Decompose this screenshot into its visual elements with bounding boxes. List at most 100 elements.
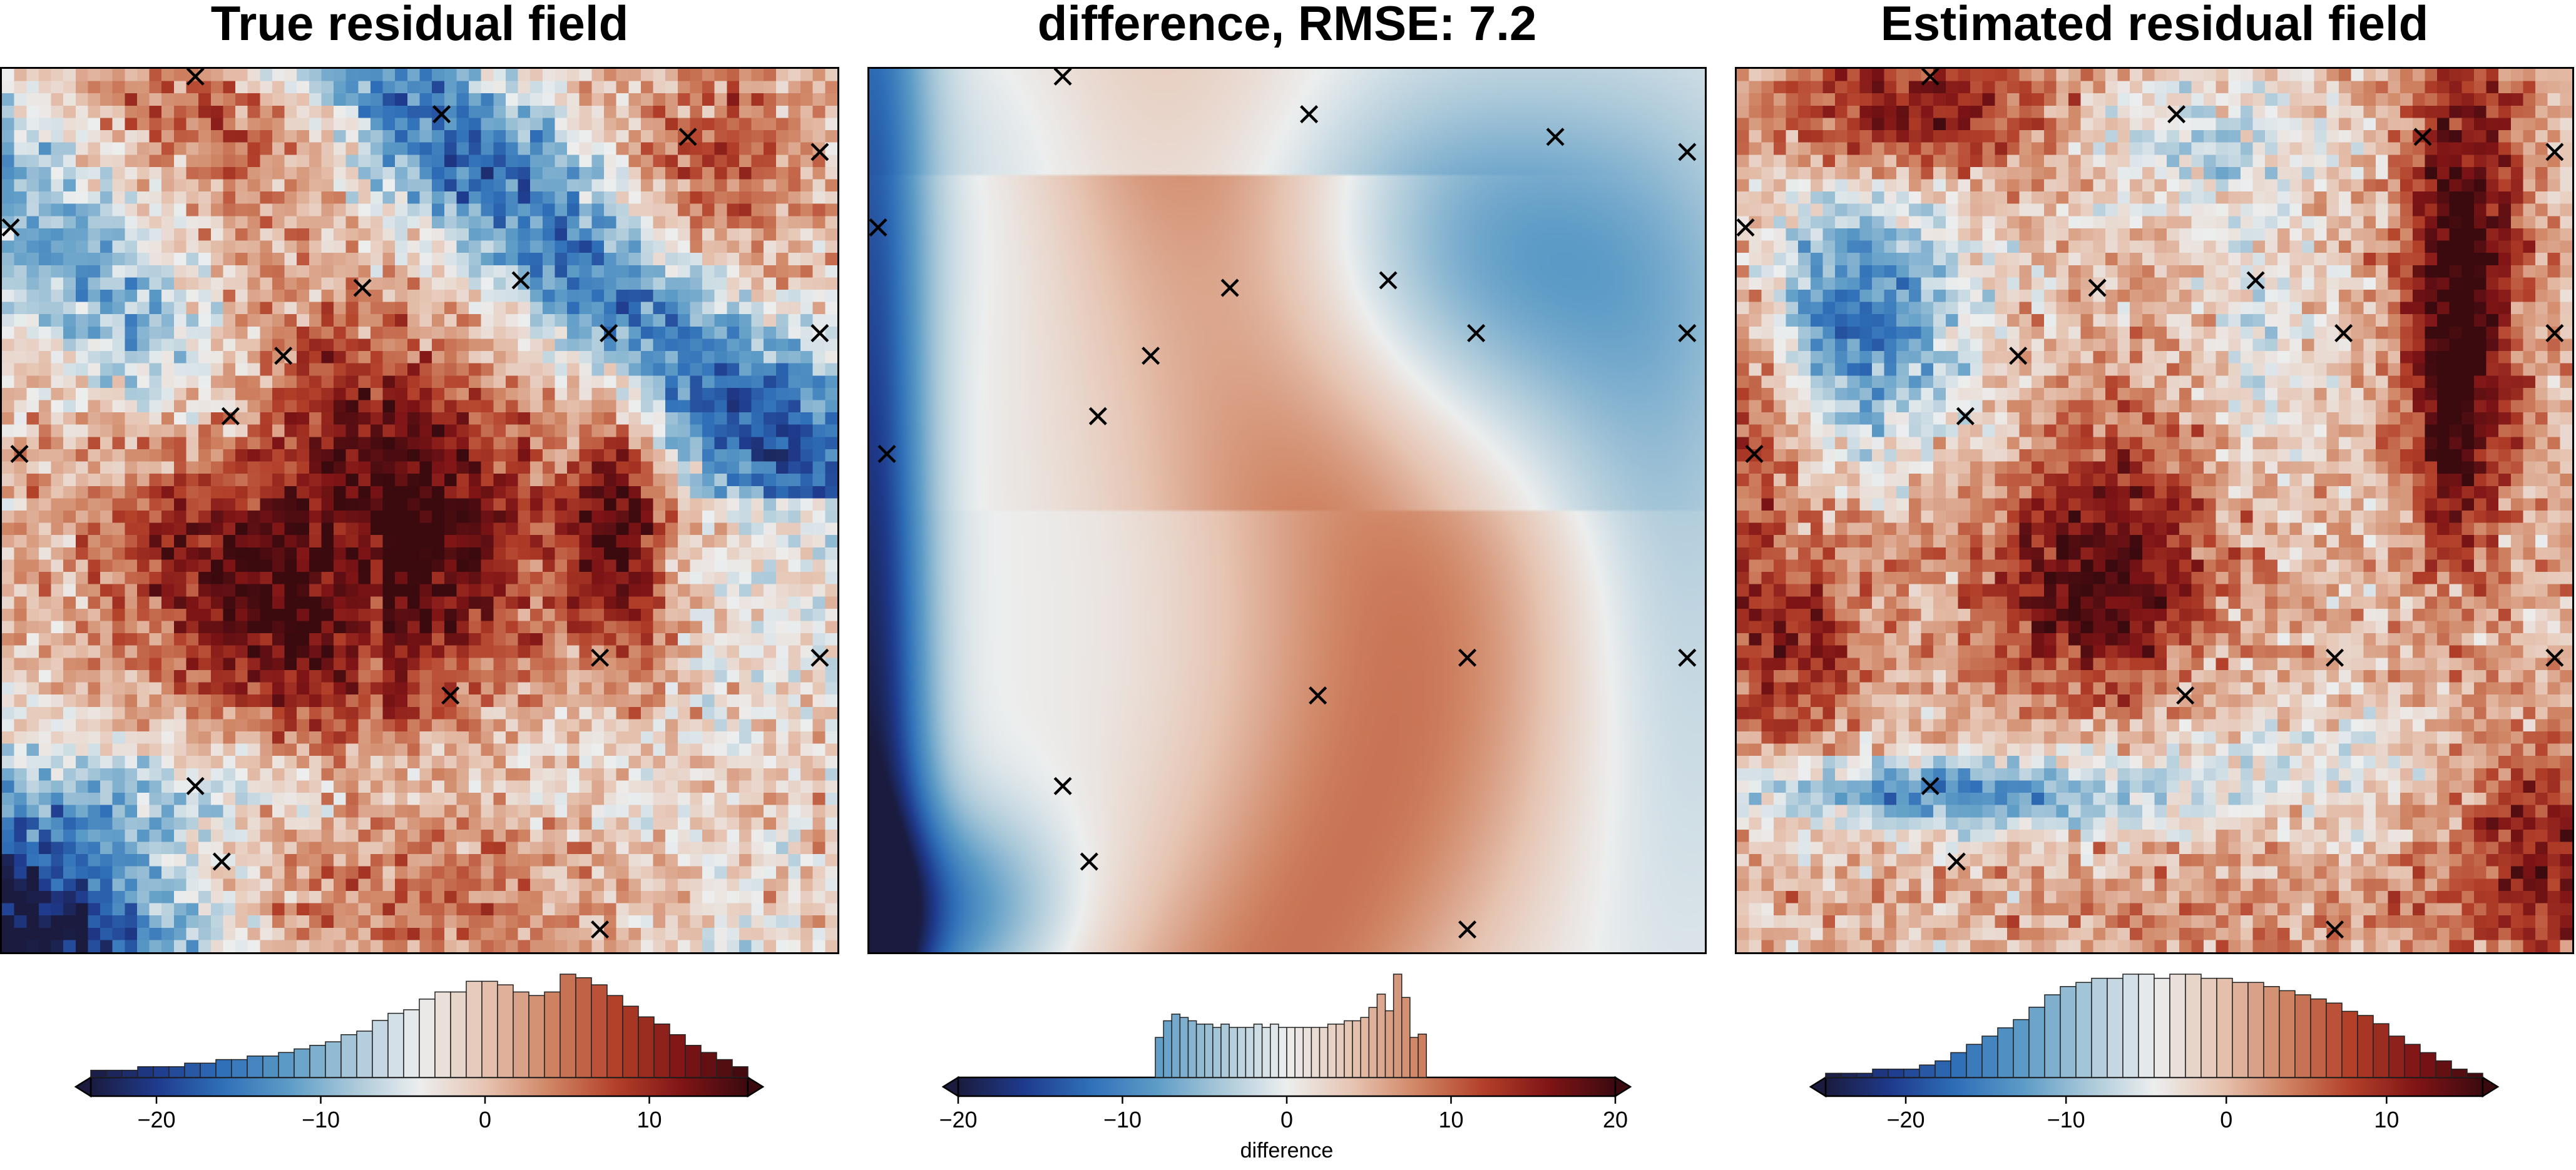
histogram-bar [606, 995, 623, 1078]
histogram-bar [403, 1009, 420, 1078]
x-mark-icon [678, 128, 697, 146]
x-mark-icon [1678, 323, 1697, 342]
colorbar-estimated: −20 −10 0 10 [1809, 974, 2500, 1132]
map-true-residual [0, 67, 839, 954]
colorbar-low-extension [941, 1076, 959, 1098]
histogram-bar [278, 1052, 295, 1078]
histogram-bar [153, 1066, 170, 1078]
markers-estimated [1737, 69, 2564, 939]
histogram-bar [2373, 1023, 2389, 1078]
x-mark-icon [2545, 323, 2564, 342]
x-mark-icon [1947, 852, 1966, 871]
colorbar-true: −20 −10 0 10 [74, 974, 765, 1132]
colorbar-tick-label: 10 [636, 1107, 662, 1132]
histogram-bar [1220, 1024, 1230, 1078]
histogram-bar [513, 991, 529, 1078]
heatmap-true-residual [2, 69, 837, 952]
x-mark-icon [1309, 686, 1327, 705]
colorbar-gradient [89, 1076, 749, 1097]
x-mark-icon [274, 347, 293, 365]
x-mark-icon [1467, 323, 1486, 342]
histogram-bar [2154, 977, 2170, 1078]
x-mark-icon [186, 69, 205, 86]
colorbar-gradient [957, 1076, 1617, 1097]
histogram-bar [1319, 1027, 1329, 1078]
histogram-bar [168, 1066, 185, 1078]
histogram-bar [1327, 1024, 1337, 1078]
histogram-bar [1212, 1027, 1222, 1078]
histogram-bar [560, 974, 576, 1078]
histogram-bar [2044, 994, 2061, 1078]
colorbar-tick-label: 0 [1280, 1107, 1293, 1132]
histogram-bar [2279, 990, 2296, 1078]
histogram-bar [1935, 1060, 1951, 1078]
histogram-bar [1384, 1010, 1394, 1078]
x-mark-icon [591, 920, 610, 939]
x-mark-icon [2326, 920, 2344, 939]
histogram-bar [2107, 977, 2124, 1078]
colorbar-label: difference [1240, 1139, 1334, 1162]
histogram-bar [591, 984, 608, 1078]
markers-true [2, 69, 829, 939]
histogram-bar [716, 1059, 733, 1078]
colorbar-tick-label: −10 [302, 1107, 340, 1132]
histogram-bar [1872, 1069, 1889, 1078]
histogram-bar [1286, 1027, 1296, 1078]
histogram-bar [1856, 1072, 1873, 1078]
x-mark-icon [600, 323, 618, 342]
x-mark-icon [1921, 69, 1940, 86]
colorbar-high-extension [1614, 1076, 1632, 1098]
histogram-bar [653, 1023, 670, 1078]
colorbar-tick-label: 10 [2374, 1107, 2399, 1132]
x-mark-icon [1956, 407, 1975, 425]
histogram-bar [1187, 1020, 1197, 1078]
colorbar-high-extension [747, 1076, 765, 1098]
histogram-bar [2435, 1060, 2452, 1078]
x-mark-icon [1745, 444, 1764, 464]
x-mark-icon [186, 776, 205, 795]
histogram-bar [1237, 1027, 1247, 1078]
x-mark-icon [1220, 278, 1239, 297]
colorbar-tick-label: −10 [2047, 1107, 2085, 1132]
colorbar-high-extension [2481, 1076, 2500, 1098]
x-mark-icon [2545, 143, 2564, 161]
histogram-bar [419, 999, 436, 1078]
histogram-bar [2091, 977, 2108, 1078]
histogram-bar [1302, 1027, 1312, 1078]
x-mark-icon [353, 278, 372, 297]
colorbar-tick-label: 10 [1438, 1107, 1463, 1132]
x-mark-icon [2, 218, 20, 237]
histogram-bar [1360, 1017, 1369, 1078]
x-mark-icon [1458, 920, 1477, 939]
x-mark-icon [2088, 278, 2107, 297]
x-mark-icon [511, 271, 530, 290]
histogram-bar [2028, 1007, 2045, 1078]
histogram-bar [2122, 974, 2139, 1078]
histogram-bar [137, 1066, 154, 1078]
heatmap-estimated-residual [1737, 69, 2572, 952]
x-mark-icon [2545, 648, 2564, 667]
histogram-bar [1981, 1035, 1998, 1078]
histogram-bar [1253, 1024, 1263, 1078]
histogram-bar [1825, 1072, 1842, 1078]
x-mark-icon [1053, 69, 1072, 86]
histogram-bar [2388, 1035, 2405, 1078]
histogram-bar [2232, 982, 2249, 1078]
panel-title-difference: difference, RMSE: 7.2 [1037, 0, 1537, 51]
histogram-bar [325, 1041, 342, 1078]
x-mark-icon [212, 852, 231, 871]
x-mark-icon [1458, 648, 1477, 667]
histogram-bar [1245, 1027, 1255, 1078]
histogram-bar [2169, 974, 2186, 1078]
histogram-bar [497, 984, 514, 1078]
histogram-bar [1418, 1034, 1427, 1078]
histogram-bar [575, 977, 592, 1078]
histogram-bar [638, 1016, 655, 1078]
histogram-bar [1950, 1052, 1967, 1078]
x-mark-icon [2167, 105, 2186, 124]
histogram-bar [2060, 986, 2077, 1078]
histogram-bar [2326, 1002, 2343, 1078]
histogram-bar [309, 1045, 326, 1078]
histogram-bar [1352, 1020, 1361, 1078]
x-mark-icon [441, 686, 460, 705]
